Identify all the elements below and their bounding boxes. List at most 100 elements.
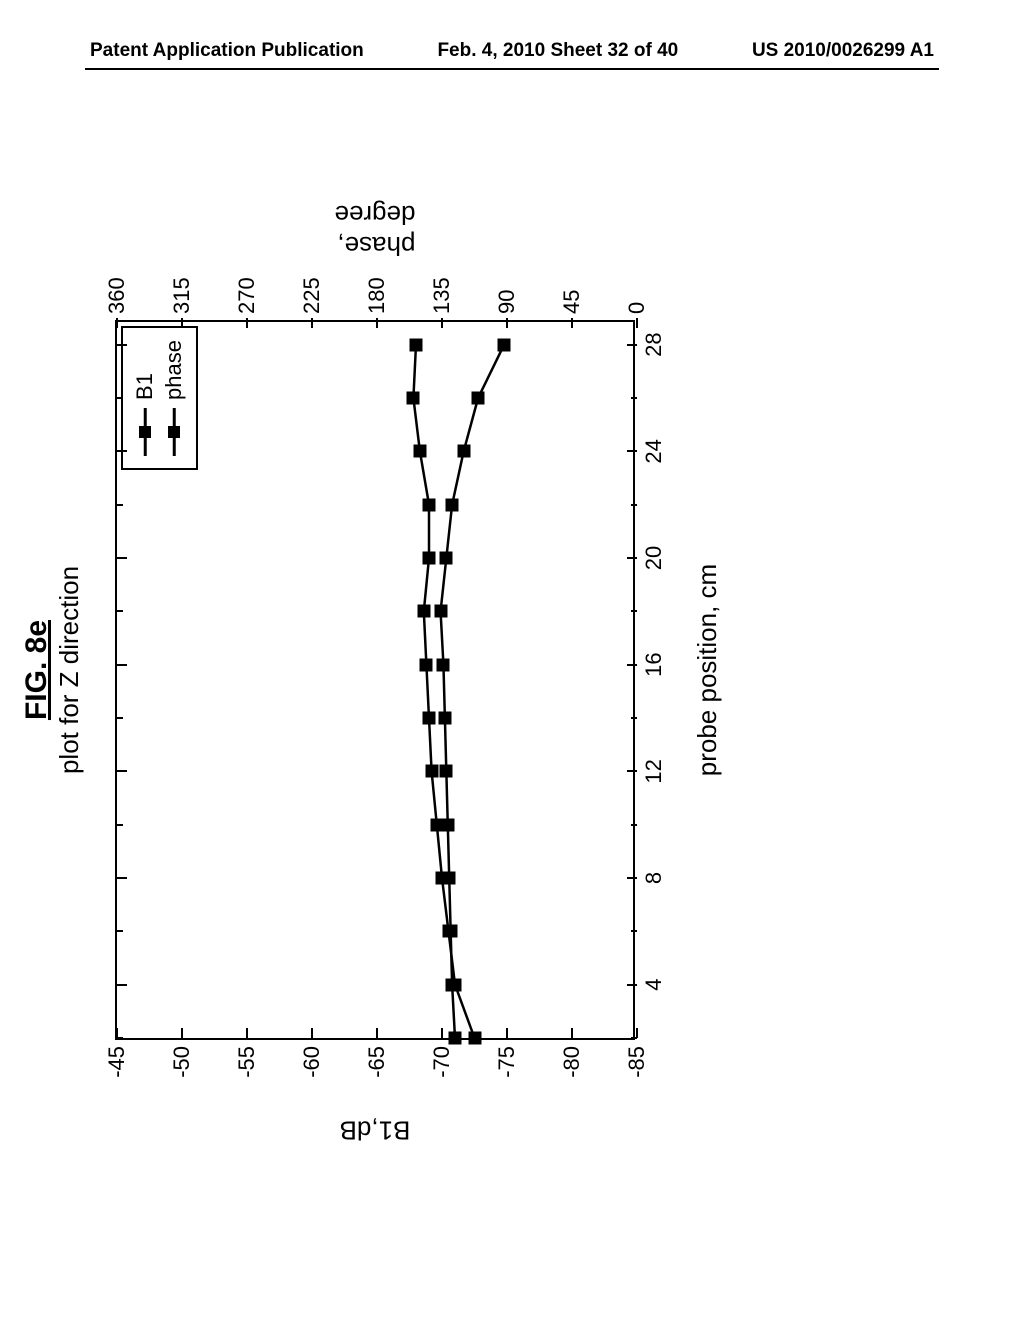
y2-tick-label: 90 xyxy=(494,290,520,314)
series-phase-marker xyxy=(437,658,450,671)
y1-tickmark xyxy=(246,1028,248,1038)
x-tickmark-minor-top xyxy=(117,1037,123,1039)
series-phase-marker xyxy=(446,498,459,511)
y1-tickmark-right xyxy=(246,318,248,328)
y1-tick-label: -85 xyxy=(624,1046,650,1078)
figure-8e: FIG. 8e plot for Z direction B1,dB phase… xyxy=(20,300,980,1040)
series-phase-marker xyxy=(438,712,451,725)
x-axis-label: probe position, cm xyxy=(692,190,723,1150)
x-tickmark-minor xyxy=(631,930,637,932)
series-b1-marker xyxy=(420,658,433,671)
x-tickmark-top xyxy=(117,344,127,346)
y1-tickmark xyxy=(376,1028,378,1038)
series-b1-marker xyxy=(417,605,430,618)
legend: B1 phase xyxy=(121,326,198,470)
series-phase-marker xyxy=(434,605,447,618)
y1-tickmark xyxy=(571,1028,573,1038)
y1-tickmark-right xyxy=(636,318,638,328)
y1-tickmark-right xyxy=(311,318,313,328)
x-tickmark-top xyxy=(117,450,127,452)
x-tickmark-minor xyxy=(631,717,637,719)
y1-tickmark xyxy=(311,1028,313,1038)
y1-axis-label: B1,dB xyxy=(340,1115,411,1146)
series-phase-marker xyxy=(444,925,457,938)
y2-axis-label: phase, degree xyxy=(335,199,416,261)
x-tickmark-minor-top xyxy=(117,824,123,826)
series-phase-marker xyxy=(443,872,456,885)
header-center: Feb. 4, 2010 Sheet 32 of 40 xyxy=(437,40,678,62)
header-left: Patent Application Publication xyxy=(90,40,364,62)
series-phase-marker xyxy=(446,978,459,991)
series-b1-marker xyxy=(423,712,436,725)
x-tickmark xyxy=(627,664,637,666)
y1-tickmark xyxy=(441,1028,443,1038)
series-phase-marker xyxy=(441,818,454,831)
y1-tickmark-right xyxy=(441,318,443,328)
header-right: US 2010/0026299 A1 xyxy=(752,40,934,62)
y1-tick-label: -60 xyxy=(299,1046,325,1078)
y2-tick-label: 270 xyxy=(234,277,260,314)
x-tick-label: 4 xyxy=(641,979,667,991)
series-phase-marker xyxy=(498,338,511,351)
y1-tickmark-right xyxy=(116,318,118,328)
x-tickmark xyxy=(627,770,637,772)
y1-tick-label: -65 xyxy=(364,1046,390,1078)
x-tickmark-minor-top xyxy=(117,397,123,399)
x-tickmark-minor xyxy=(631,1037,637,1039)
y1-tick-label: -45 xyxy=(104,1046,130,1078)
x-tick-label: 8 xyxy=(641,872,667,884)
y2-tick-label: 225 xyxy=(299,277,325,314)
series-b1-marker xyxy=(407,392,420,405)
chart: B1,dB phase, degree probe position, cm B… xyxy=(95,190,735,1150)
y1-tickmark-right xyxy=(376,318,378,328)
y1-tick-label: -75 xyxy=(494,1046,520,1078)
x-tickmark xyxy=(627,557,637,559)
y1-tickmark xyxy=(181,1028,183,1038)
figure-subtitle: plot for Z direction xyxy=(54,300,85,1040)
legend-marker-icon xyxy=(138,408,152,456)
legend-label: B1 xyxy=(132,373,158,400)
y2-tick-label: 180 xyxy=(364,277,390,314)
x-tickmark-minor xyxy=(631,397,637,399)
y2-tick-label: 0 xyxy=(624,302,650,314)
x-tickmark-top xyxy=(117,984,127,986)
series-b1-marker xyxy=(413,445,426,458)
x-tickmark-top xyxy=(117,664,127,666)
series-b1-marker xyxy=(468,1032,481,1045)
x-tickmark-minor xyxy=(631,610,637,612)
y1-tick-label: -70 xyxy=(429,1046,455,1078)
series-b1-marker xyxy=(425,765,438,778)
series-b1-marker xyxy=(410,338,423,351)
series-phase-marker xyxy=(472,392,485,405)
x-tickmark xyxy=(627,344,637,346)
x-tickmark xyxy=(627,877,637,879)
figure-title: FIG. 8e xyxy=(20,300,54,1040)
series-phase-marker xyxy=(449,1032,462,1045)
series-phase-marker xyxy=(457,445,470,458)
series-b1-marker xyxy=(423,498,436,511)
series-phase-marker xyxy=(440,552,453,565)
y2-tick-label: 315 xyxy=(169,277,195,314)
page-header: Patent Application Publication Feb. 4, 2… xyxy=(0,40,1024,62)
x-tickmark-minor-top xyxy=(117,504,123,506)
x-tickmark-minor-top xyxy=(117,610,123,612)
x-tickmark-minor xyxy=(631,504,637,506)
y1-tickmark-right xyxy=(506,318,508,328)
y1-tickmark xyxy=(506,1028,508,1038)
header-rule xyxy=(85,68,939,70)
y2-tick-label: 135 xyxy=(429,277,455,314)
x-tick-label: 28 xyxy=(641,332,667,356)
x-tick-label: 24 xyxy=(641,439,667,463)
legend-item-b1: B1 xyxy=(132,340,158,456)
x-tickmark-top xyxy=(117,557,127,559)
y1-tick-label: -80 xyxy=(559,1046,585,1078)
y1-tickmark-right xyxy=(181,318,183,328)
x-tick-label: 16 xyxy=(641,652,667,676)
plot-area: B1 phase -85-80-75-70-65-60-55-50-450459… xyxy=(115,320,635,1040)
legend-label: phase xyxy=(161,340,187,400)
x-tickmark xyxy=(627,450,637,452)
x-tickmark-minor-top xyxy=(117,717,123,719)
y2-tick-label: 360 xyxy=(104,277,130,314)
x-tickmark-minor-top xyxy=(117,930,123,932)
series-b1-marker xyxy=(423,552,436,565)
